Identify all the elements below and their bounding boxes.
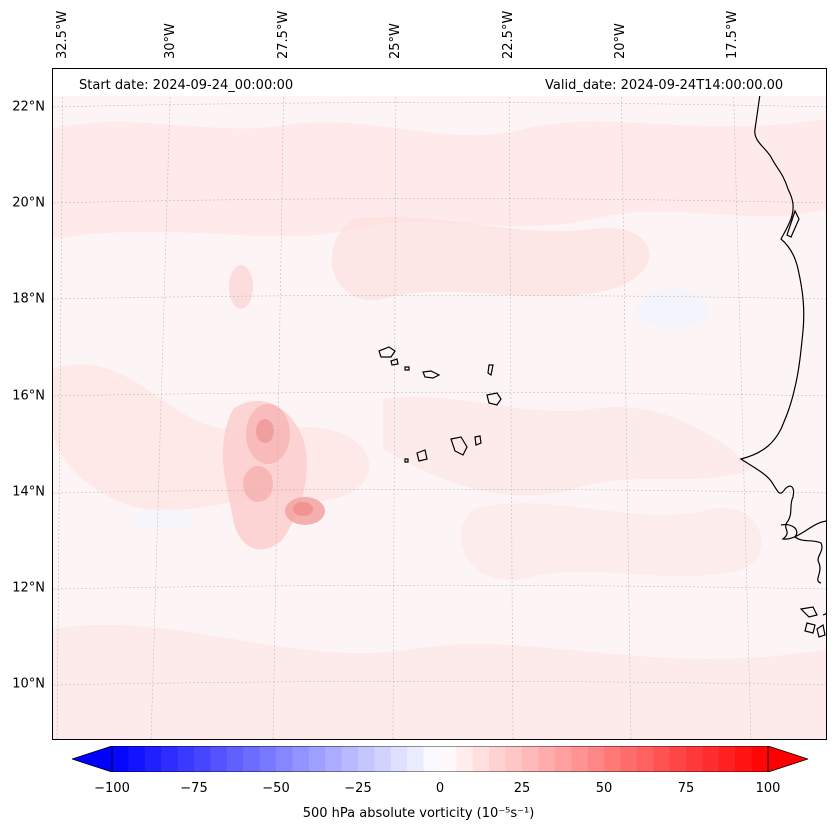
lat-label: 22°N [12, 99, 45, 115]
colorbar-cell [292, 746, 310, 772]
colorbar-cell [390, 746, 408, 772]
colorbar-cell [358, 746, 375, 772]
colorbar-tick: 0 [435, 781, 445, 796]
colorbar-outline [111, 746, 769, 772]
colorbar-cell [636, 746, 654, 772]
colorbar-cell [210, 746, 228, 772]
colorbar-label: 500 hPa absolute vorticity (10⁻⁵s⁻¹) [302, 806, 535, 821]
colorbar-cell [243, 746, 261, 772]
colorbar-cell [440, 746, 457, 772]
colorbar-cell [505, 746, 523, 772]
colorbar-cell [226, 746, 244, 772]
colorbar-cell [620, 746, 638, 772]
colorbar-tick: 100 [755, 781, 781, 796]
lon-label: 22.5°W [501, 10, 516, 59]
start-date-label: Start date: 2024-09-24_00:00:00 [79, 78, 294, 93]
colorbar-cell [374, 746, 392, 772]
lat-label: 16°N [12, 388, 45, 404]
colorbar-tick: −75 [180, 781, 208, 796]
lat-label: 18°N [12, 291, 45, 307]
cape-verde-islands [378, 346, 502, 463]
lat-label: 10°N [12, 676, 45, 692]
colorbar-cell [308, 746, 326, 772]
colorbar-cell [489, 746, 507, 772]
colorbar-high-extend [767, 746, 808, 772]
colorbar-tick: 25 [513, 781, 531, 796]
colorbar-cell [571, 746, 589, 772]
colorbar-cell [456, 746, 474, 772]
colorbar-cell [554, 746, 572, 772]
colorbar-cell [112, 746, 129, 772]
colorbar-cell [276, 746, 293, 772]
lon-label: 30°W [163, 23, 178, 59]
colorbar-tick: 50 [595, 781, 613, 796]
colorbar-cell [604, 746, 621, 772]
colorbar-cell [407, 746, 425, 772]
colorbar-cell [702, 746, 720, 772]
colorbar-tick: 75 [677, 781, 695, 796]
colorbar-cell [751, 746, 769, 772]
colorbar-cell [472, 746, 490, 772]
lon-label: 20°W [613, 23, 628, 59]
colorbar-cell [423, 746, 441, 772]
colorbar-cell [341, 746, 359, 772]
colorbar-cell [686, 746, 703, 772]
vorticity-map [53, 69, 826, 739]
colorbar-cell [587, 746, 605, 772]
lon-label: 32.5°W [55, 10, 70, 59]
colorbar-cell [538, 746, 556, 772]
lon-label: 25°W [388, 23, 403, 59]
lat-label: 14°N [12, 484, 45, 500]
colorbar-tick: −25 [344, 781, 372, 796]
valid-date-label: Valid_date: 2024-09-24T14:00:00.00 [545, 78, 784, 93]
colorbar-low-extend [72, 746, 113, 772]
colorbar-tick: −100 [94, 781, 130, 796]
header-strip [53, 69, 826, 96]
colorbar-cell [735, 746, 753, 772]
colorbar-cell [522, 746, 539, 772]
colorbar-cell [194, 746, 211, 772]
colorbar-cell [325, 746, 343, 772]
colorbar-cell [144, 746, 162, 772]
colorbar-cell [718, 746, 736, 772]
lat-label: 20°N [12, 195, 45, 211]
vorticity-field [53, 119, 826, 739]
lon-label: 17.5°W [725, 10, 740, 59]
graticule [53, 69, 826, 739]
lat-label: 12°N [12, 580, 45, 596]
colorbar-cell [128, 746, 146, 772]
map-panel [52, 68, 827, 740]
colorbar [72, 746, 808, 772]
colorbar-tick: −50 [262, 781, 290, 796]
colorbar-cell [177, 746, 195, 772]
colorbar-cell [161, 746, 179, 772]
colorbar-cell [259, 746, 277, 772]
colorbar-cell [653, 746, 671, 772]
africa-coastline [739, 69, 826, 638]
lon-label: 27.5°W [276, 10, 291, 59]
colorbar-cell [669, 746, 687, 772]
